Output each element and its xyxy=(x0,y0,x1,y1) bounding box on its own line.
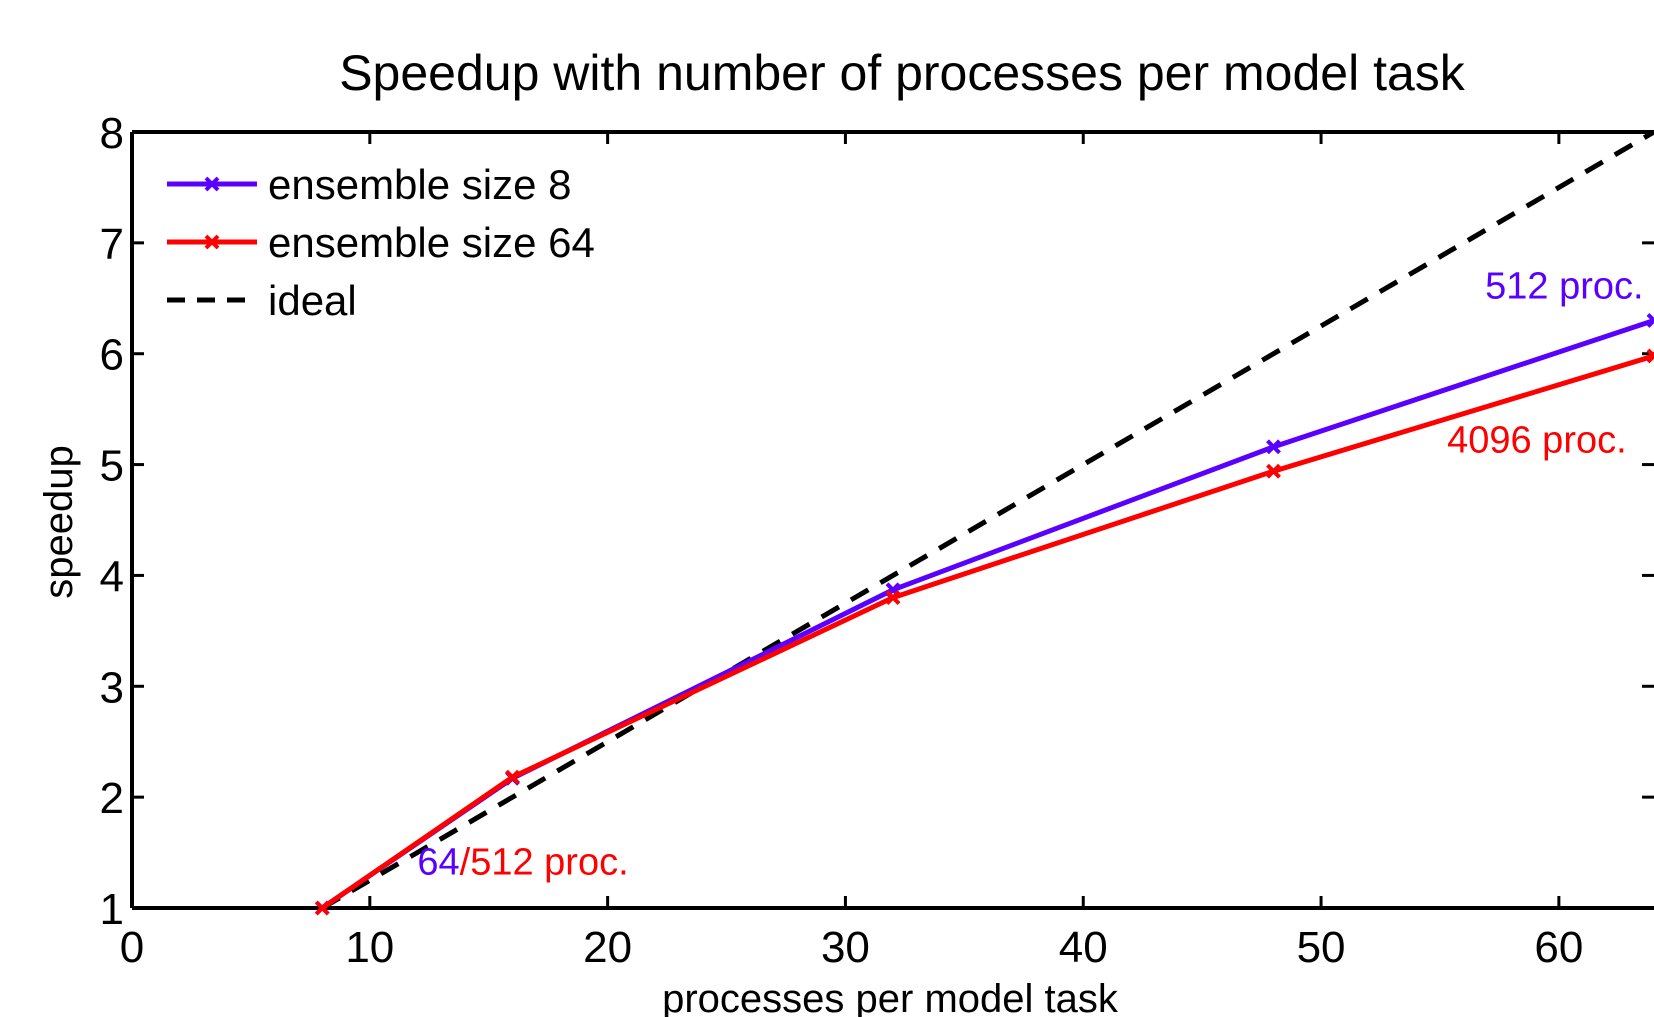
chart-title: Speedup with number of processes per mod… xyxy=(339,45,1466,101)
y-tick-label: 2 xyxy=(100,774,124,823)
annotation-part: 512 proc. xyxy=(1485,265,1643,307)
y-axis-label: speedup xyxy=(37,445,81,598)
y-tick-label: 5 xyxy=(100,442,124,491)
legend: ensemble size 8 ensemble size 64 ideal xyxy=(167,161,595,324)
y-tick-label: 7 xyxy=(100,220,124,269)
data-point-marker xyxy=(314,900,330,916)
y-tick-label: 3 xyxy=(100,663,124,712)
x-tick-label: 10 xyxy=(345,923,394,972)
data-point-marker xyxy=(885,590,901,606)
x-tick-label: 20 xyxy=(583,923,632,972)
legend-label: ensemble size 8 xyxy=(268,161,572,208)
annotation-label: 512 proc. xyxy=(1485,265,1643,307)
annotation-part: /512 proc. xyxy=(460,842,629,884)
legend-marker xyxy=(204,176,220,192)
legend-marker xyxy=(204,234,220,250)
series-line-ensemble-size-8 xyxy=(320,318,1654,911)
y-tick-label: 8 xyxy=(100,109,124,158)
data-point-marker xyxy=(1646,348,1654,364)
x-tick-label: 0 xyxy=(120,923,144,972)
plot-area: 0 10 20 30 40 50 60 1 2 3 4 5 6 7 8 64/512 proc. 512 pro… xyxy=(100,109,1654,972)
annotation-label: 64/512 proc. xyxy=(417,842,628,884)
annotation-label: 4096 proc. xyxy=(1447,419,1627,461)
series-line-ideal xyxy=(320,129,1654,911)
data-point-marker xyxy=(1266,439,1281,455)
x-tick-label: 50 xyxy=(1297,923,1346,972)
legend-label: ideal xyxy=(268,277,357,324)
x-tick-label: 30 xyxy=(821,923,870,972)
x-tick-label: 60 xyxy=(1534,923,1583,972)
x-axis-label: processes per model task xyxy=(662,977,1119,1017)
annotation-part: 64 xyxy=(417,842,459,884)
data-point-marker xyxy=(1646,313,1654,328)
data-point-marker xyxy=(505,769,520,785)
data-point-marker xyxy=(1266,463,1281,479)
y-tick-label: 4 xyxy=(100,552,124,601)
y-tick-label: 1 xyxy=(100,885,124,934)
annotation-part: 4096 proc. xyxy=(1447,419,1627,461)
x-tick-label: 40 xyxy=(1059,923,1108,972)
legend-label: ensemble size 64 xyxy=(268,219,595,266)
y-tick-label: 6 xyxy=(100,331,124,380)
